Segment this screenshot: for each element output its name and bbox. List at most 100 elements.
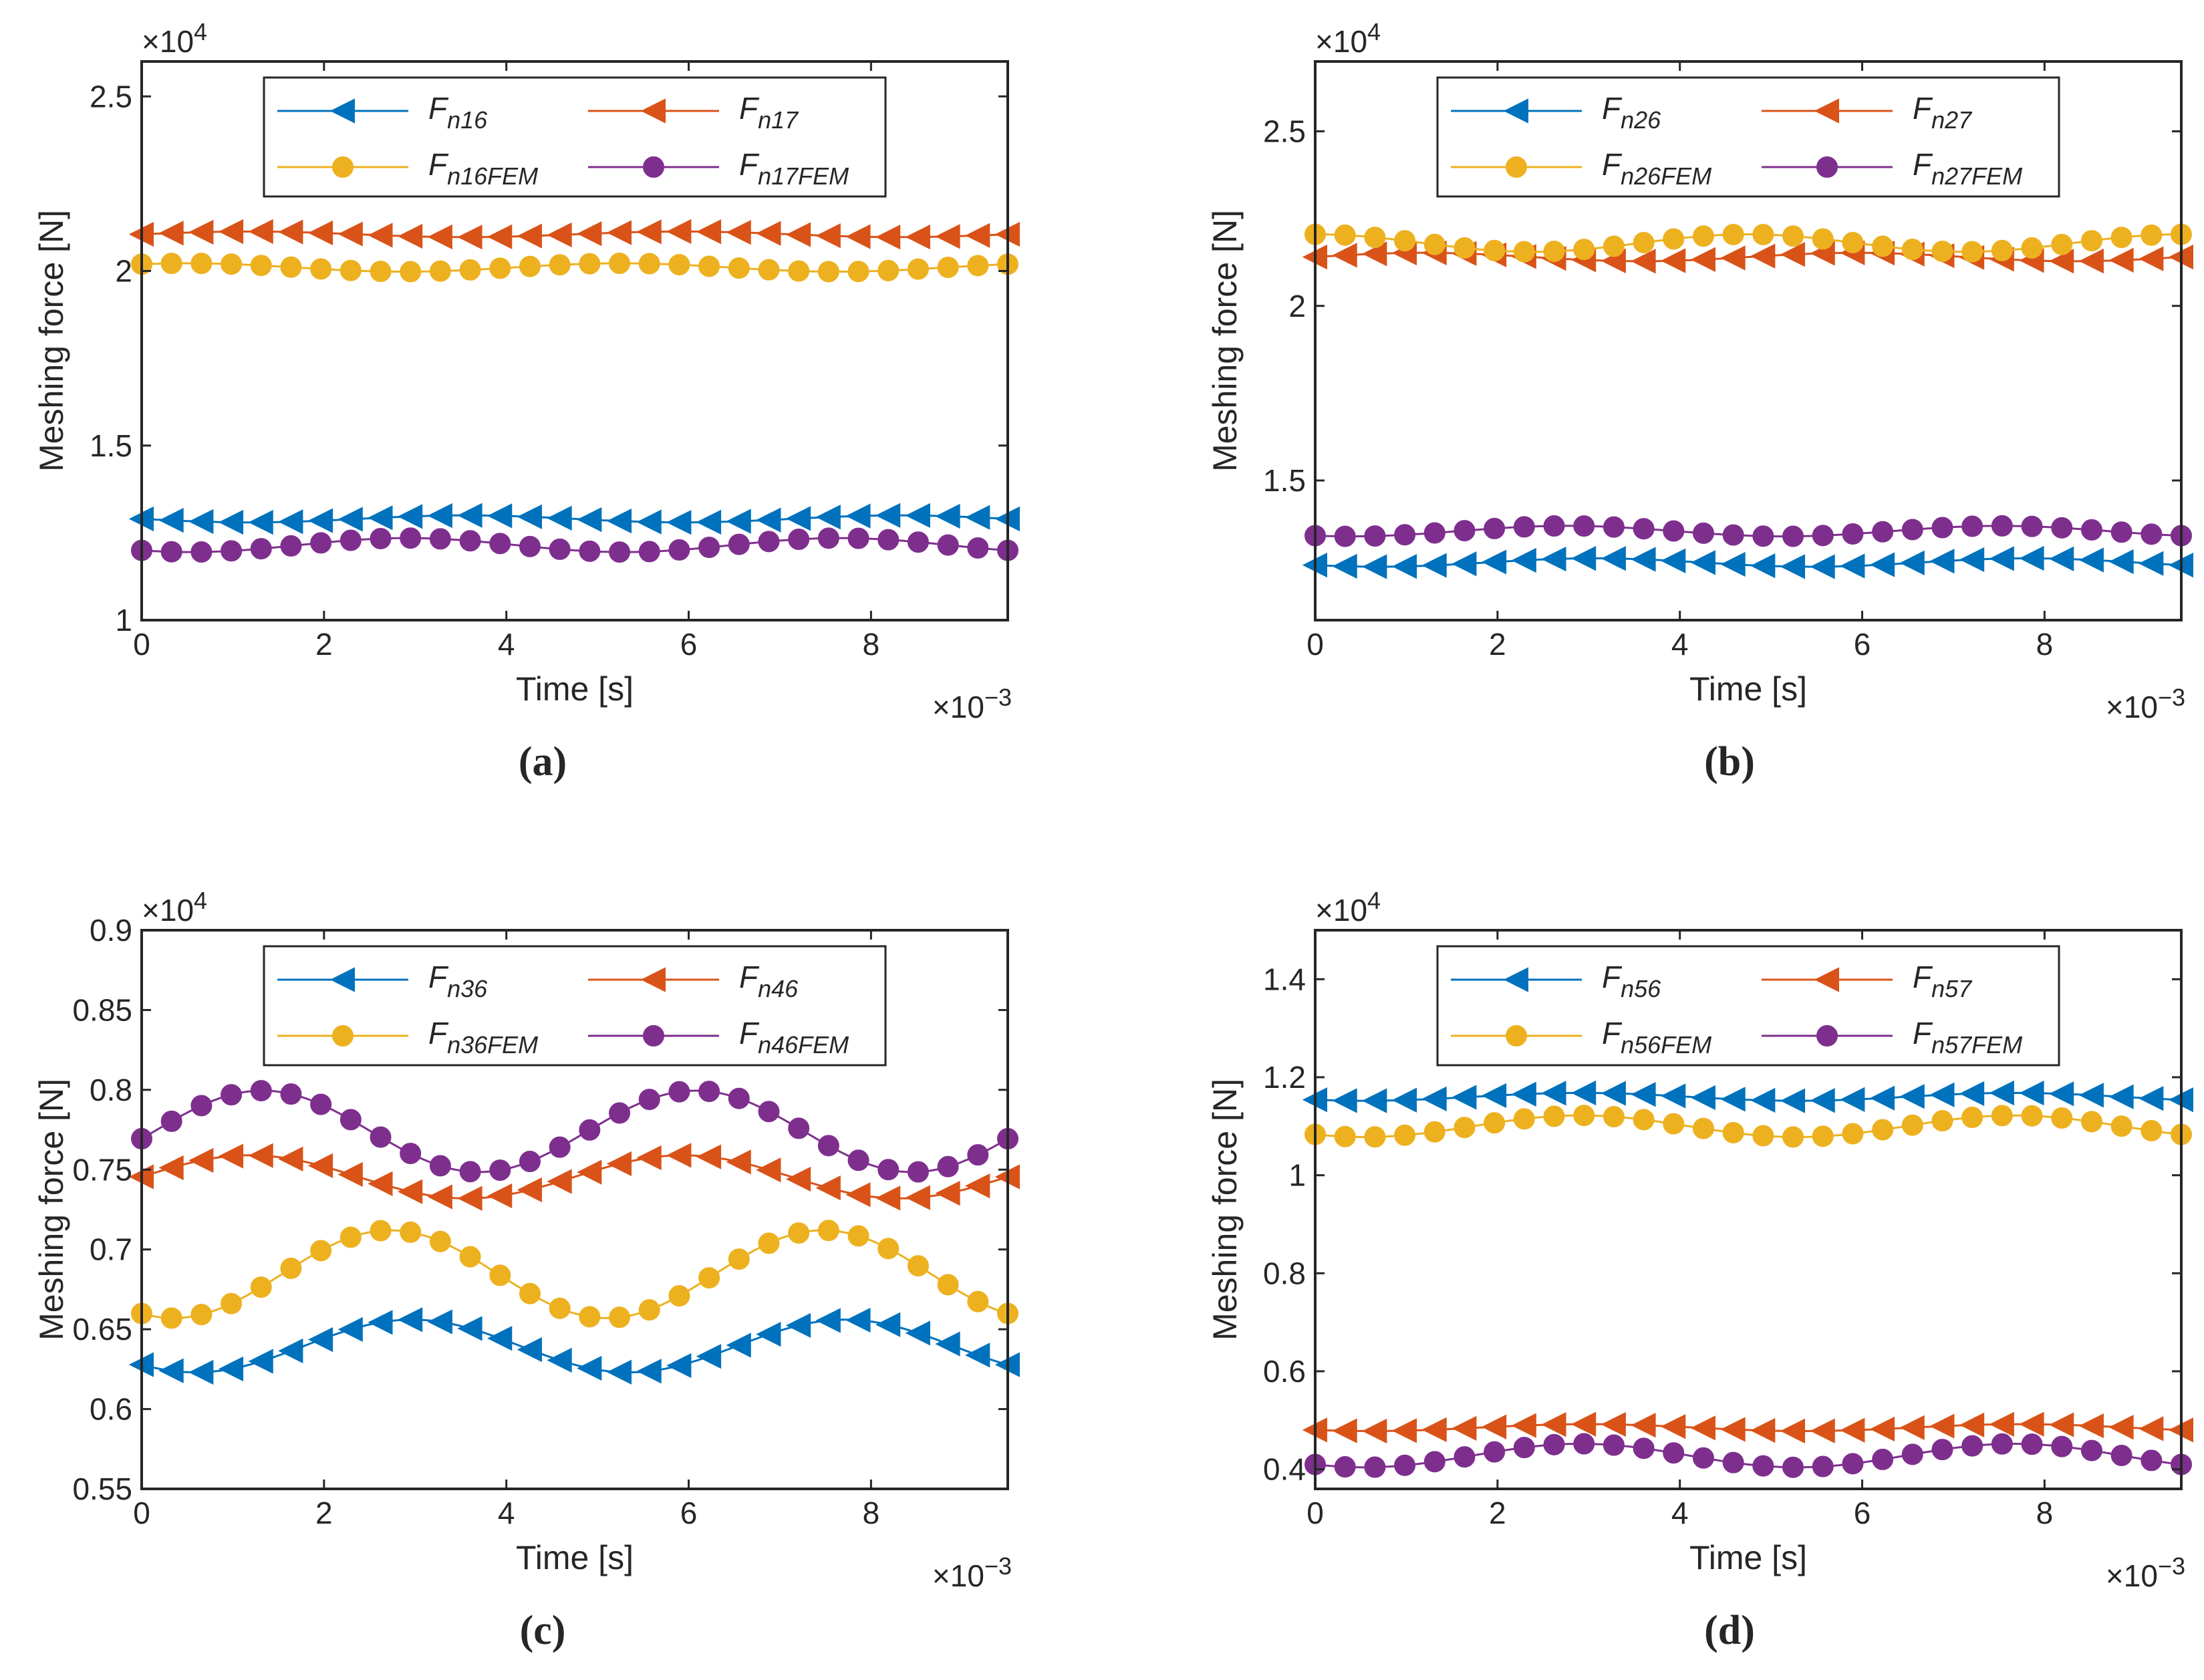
data-point-Fn27FEM-22: [1961, 515, 1983, 537]
data-point-Fn56-23: [1989, 1080, 2014, 1106]
data-point-Fn27FEM-2: [1364, 525, 1386, 547]
data-point-Fn16-7: [337, 507, 363, 532]
data-point-Fn57-17: [1810, 1418, 1835, 1443]
data-point-Fn57FEM-4: [1423, 1451, 1445, 1473]
data-point-Fn26-26: [2078, 547, 2104, 573]
legend-marker: [1506, 156, 1527, 178]
legend-label-sub: n16FEM: [447, 162, 538, 190]
y-exponent-power: 4: [194, 887, 207, 914]
legend-label-main: F: [1913, 960, 1933, 994]
legend-entry-Fn46: Fn46: [588, 960, 799, 1002]
y-tick-label: 0.4: [1263, 1452, 1306, 1487]
data-point-Fn17-2: [188, 219, 214, 245]
legend-label-main: F: [428, 960, 449, 994]
legend-label-sub: n16: [447, 106, 488, 134]
data-point-Fn56FEM-12: [1663, 1113, 1685, 1135]
legend-marker: [329, 98, 355, 124]
legend-label-main: F: [428, 147, 449, 182]
data-point-Fn17FEM-18: [668, 539, 690, 561]
data-point-Fn26-4: [1421, 553, 1447, 578]
data-point-Fn16FEM-1: [160, 253, 182, 275]
data-point-Fn46FEM-7: [339, 1109, 362, 1131]
data-point-Fn26-27: [2108, 549, 2134, 575]
data-point-Fn57FEM-2: [1364, 1456, 1386, 1478]
data-point-Fn36-23: [815, 1308, 841, 1333]
data-point-Fn36FEM-9: [400, 1221, 422, 1243]
data-point-Fn46-23: [815, 1175, 841, 1201]
data-point-Fn17FEM-17: [638, 541, 660, 563]
y-tick-label: 0.65: [72, 1312, 132, 1347]
data-point-Fn27-26: [2078, 249, 2104, 274]
legend-label-sub: n17FEM: [758, 162, 849, 190]
data-point-Fn56-1: [1332, 1088, 1357, 1113]
data-point-Fn26FEM-25: [2051, 233, 2073, 255]
legend-label-sub: n46: [758, 975, 799, 1002]
series-Fn56FEM: [1304, 1105, 2192, 1148]
data-point-Fn36FEM-28: [967, 1290, 989, 1312]
legend-marker: [640, 967, 666, 992]
legend-entry-Fn26FEM: Fn26FEM: [1451, 147, 1711, 190]
data-point-Fn57-25: [2049, 1412, 2074, 1437]
data-point-Fn57-23: [1989, 1411, 2014, 1437]
data-point-Fn36FEM-23: [817, 1220, 839, 1242]
data-point-Fn26-14: [1720, 551, 1746, 577]
x-tick-label: 8: [2036, 1496, 2054, 1530]
data-point-Fn16FEM-17: [638, 253, 660, 275]
data-point-Fn56FEM-4: [1423, 1121, 1445, 1143]
y-tick-label: 0.55: [72, 1472, 132, 1506]
data-point-Fn26-21: [1929, 549, 1955, 574]
data-point-Fn56-4: [1421, 1086, 1447, 1112]
data-point-Fn46FEM-28: [967, 1144, 989, 1166]
x-exponent-base: ×10: [2106, 690, 2158, 724]
data-point-Fn36FEM-7: [339, 1226, 362, 1248]
data-point-Fn46-26: [905, 1185, 930, 1210]
data-point-Fn56-9: [1570, 1080, 1597, 1106]
legend-label-main: F: [1602, 1016, 1623, 1051]
data-point-Fn57FEM-26: [2080, 1439, 2102, 1461]
data-point-Fn26-8: [1541, 546, 1566, 572]
data-point-Fn17-14: [547, 222, 572, 248]
data-point-Fn46-4: [248, 1143, 273, 1168]
data-point-Fn36-24: [845, 1307, 871, 1333]
data-point-Fn27FEM-7: [1513, 516, 1535, 538]
x-tick-label: 4: [1671, 627, 1689, 662]
data-point-Fn17FEM-21: [758, 531, 780, 553]
chart-panel-c: 0 2 4 6 80.550.60.650.70.750.80.850.9×104×10…: [33, 887, 1020, 1653]
series-Fn27FEM: [1304, 515, 2192, 547]
data-point-Fn27-15: [1750, 243, 1776, 269]
data-point-Fn26FEM-8: [1543, 241, 1565, 263]
data-point-Fn36-18: [666, 1353, 692, 1379]
series-Fn17FEM: [131, 527, 1018, 563]
data-point-Fn17FEM-7: [339, 529, 362, 551]
legend-marker: [1506, 1025, 1527, 1046]
data-point-Fn36FEM-13: [519, 1282, 541, 1304]
y-axis-label: Meshing force [N]: [1206, 210, 1244, 472]
legend-label-sub: n27: [1931, 106, 1973, 134]
data-point-Fn16FEM-10: [429, 260, 451, 282]
data-point-Fn46-6: [307, 1153, 333, 1179]
data-point-Fn26-10: [1601, 546, 1626, 571]
data-point-Fn17FEM-28: [967, 537, 989, 559]
data-point-Fn57-24: [2019, 1411, 2044, 1437]
data-point-Fn27FEM-4: [1423, 522, 1445, 544]
x-exponent-base: ×10: [932, 1558, 984, 1593]
data-point-Fn17-10: [427, 224, 452, 250]
data-point-Fn26FEM-7: [1513, 241, 1535, 263]
x-tick-label: 0: [133, 1496, 150, 1530]
data-point-Fn16-16: [606, 509, 632, 534]
data-point-Fn36FEM-6: [310, 1240, 332, 1262]
data-point-Fn26FEM-6: [1484, 239, 1506, 261]
data-point-Fn17-6: [307, 220, 333, 246]
data-point-Fn56FEM-28: [2141, 1119, 2163, 1141]
data-point-Fn17FEM-13: [519, 535, 541, 557]
legend-label: Fn57FEM: [1913, 1016, 2022, 1059]
data-point-Fn16FEM-2: [190, 253, 213, 275]
legend-marker: [1814, 967, 1839, 992]
data-point-Fn26-17: [1810, 554, 1835, 579]
data-point-Fn17FEM-25: [877, 529, 900, 551]
data-point-Fn16-9: [397, 504, 423, 529]
data-point-Fn46-1: [158, 1155, 184, 1181]
legend-marker: [332, 156, 354, 178]
data-point-Fn46-17: [636, 1145, 662, 1171]
